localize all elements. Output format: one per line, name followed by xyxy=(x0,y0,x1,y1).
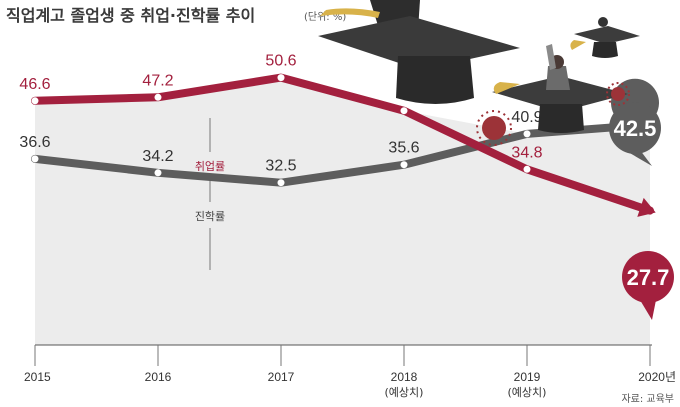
person-figure xyxy=(546,66,570,90)
data-point-employment xyxy=(523,165,531,173)
badge-advancement-circle xyxy=(609,102,661,154)
value-label-advancement: 34.2 xyxy=(142,148,173,165)
value-label-advancement: 32.5 xyxy=(265,158,296,175)
series-label-employment: 취업률 xyxy=(195,160,225,173)
x-tick-label: 2016 xyxy=(145,370,172,384)
series-points xyxy=(31,74,531,187)
series-label-advancement: 진학률 xyxy=(195,210,225,223)
x-axis-ticks: 2015 2016 2017 2018 (예상치) 2019 (예상치) 2020년 xyxy=(24,345,676,399)
data-point-advancement xyxy=(277,179,285,187)
graduation-cap-base-large xyxy=(396,56,474,104)
chart-title: 직업계고 졸업생 중 취업·진학률 추이 xyxy=(6,6,255,25)
data-point-employment xyxy=(154,93,162,101)
tassel-large xyxy=(320,8,380,18)
data-point-advancement xyxy=(523,130,531,138)
tassel-medium xyxy=(493,82,520,94)
value-label-advancement: 40.9 xyxy=(511,109,542,126)
series-label-bg-advancement xyxy=(186,202,234,228)
badge-employment-2020: 27.7 xyxy=(622,251,674,320)
x-tick-label: 2017 xyxy=(268,370,295,384)
value-label-advancement: 36.6 xyxy=(19,134,50,151)
tassel-small xyxy=(570,40,586,50)
value-label-employment: 34.8 xyxy=(511,144,542,161)
value-label-employment: 50.6 xyxy=(265,53,296,70)
data-point-advancement xyxy=(154,169,162,177)
person-raised-arm xyxy=(546,44,556,70)
data-point-employment xyxy=(31,97,39,105)
graduation-illustration xyxy=(318,0,640,146)
small-person-head xyxy=(598,17,608,27)
series-line-advancement xyxy=(31,120,654,187)
value-label-employment: 47.2 xyxy=(142,72,173,89)
series-line-employment xyxy=(31,73,654,215)
data-point-advancement xyxy=(31,155,39,163)
virus-icon xyxy=(476,110,512,146)
source-note: 자료: 교육부 xyxy=(621,393,674,405)
data-point-employment xyxy=(400,107,408,115)
graduation-cap-board-small xyxy=(574,26,640,44)
x-tick-label: 2019 xyxy=(514,370,541,384)
x-tick-note: (예상치) xyxy=(508,386,547,399)
x-tick-label: 2018 xyxy=(391,370,418,384)
graduation-cap-base-medium xyxy=(538,104,584,133)
value-label-advancement: 35.6 xyxy=(388,140,419,157)
arrowhead-employment xyxy=(637,197,656,217)
badge-employment-pointer xyxy=(640,300,656,320)
data-point-employment xyxy=(277,74,285,82)
badge-employment-circle xyxy=(622,251,674,303)
x-tick-note: (예상치) xyxy=(385,386,424,399)
badge-advancement-2020: 42.5 xyxy=(609,78,661,166)
graduation-cap-board-medium xyxy=(492,76,628,112)
x-tick-label: 2015 xyxy=(24,370,51,384)
x-tick-label: 2020년 xyxy=(638,370,676,384)
value-label-employment: 46.6 xyxy=(19,76,50,93)
badge-employment-value: 27.7 xyxy=(627,265,670,290)
data-point-advancement xyxy=(400,161,408,169)
virus-icon xyxy=(606,82,630,106)
graduation-cap-base-small xyxy=(592,42,618,58)
badge-advancement-value: 42.5 xyxy=(614,116,657,141)
badge-advancement-pointer xyxy=(628,150,652,166)
